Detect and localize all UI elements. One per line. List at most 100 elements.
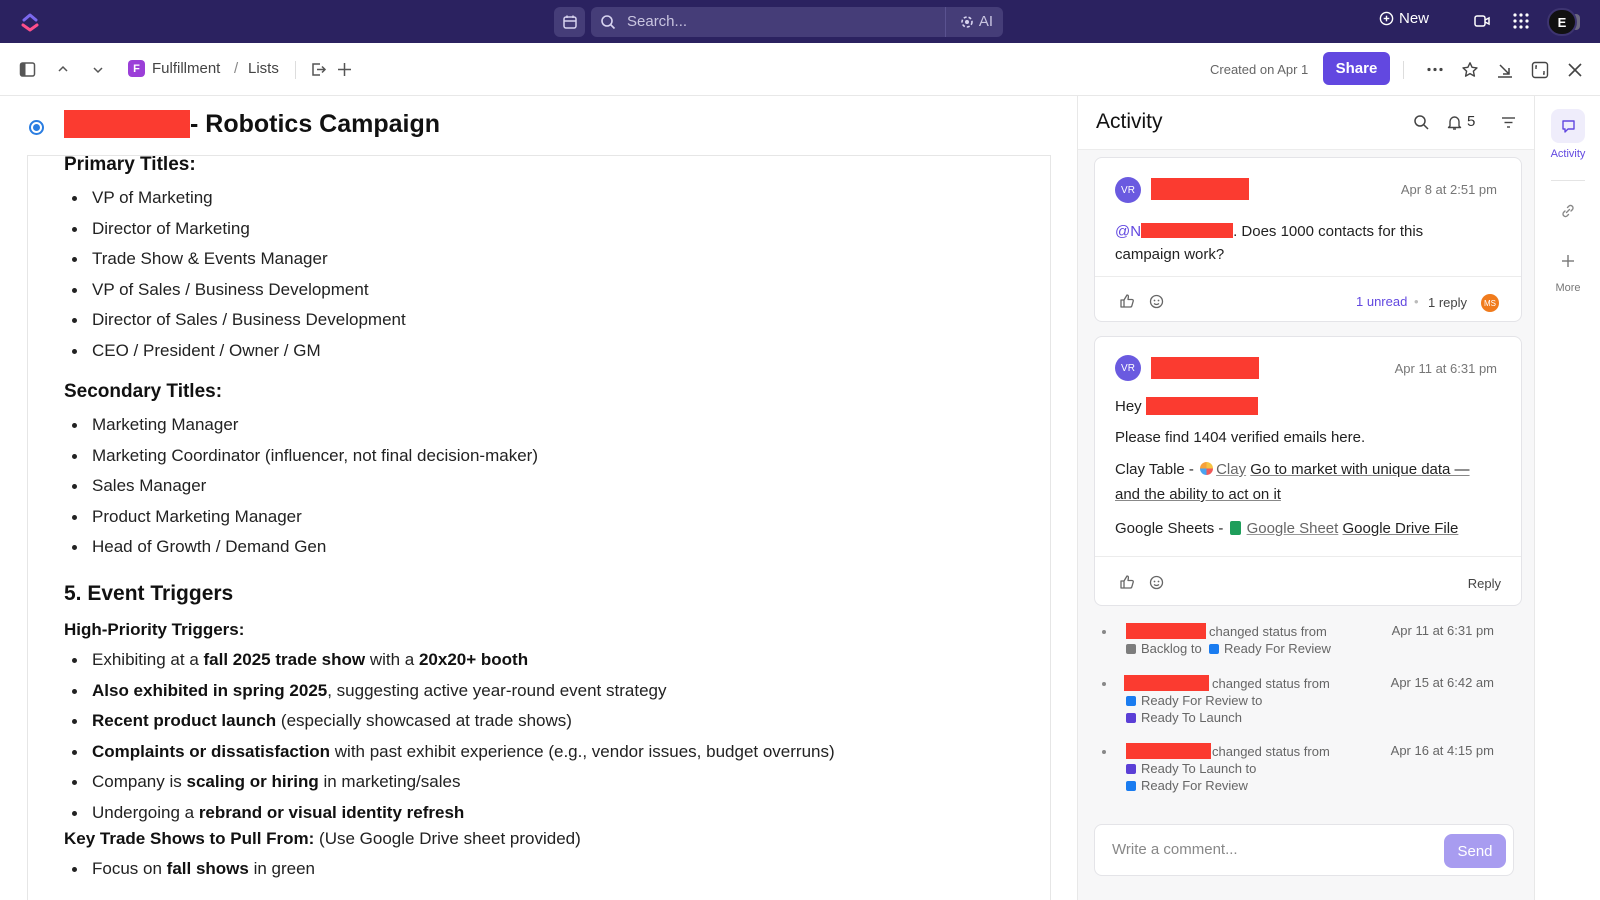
breadcrumb-space[interactable]: Fulfillment bbox=[152, 60, 221, 77]
breadcrumb-list[interactable]: Lists bbox=[248, 60, 279, 77]
add-icon[interactable] bbox=[336, 61, 353, 78]
task-title[interactable]: - Robotics Campaign bbox=[190, 110, 441, 138]
list-item: Focus on fall shows in green bbox=[64, 858, 315, 889]
plus-circle-icon bbox=[1379, 11, 1394, 26]
avatar[interactable]: VR bbox=[1115, 355, 1141, 381]
rail-more-label[interactable]: More bbox=[1555, 282, 1581, 294]
search-icon bbox=[601, 15, 616, 30]
sidebar-toggle-icon[interactable] bbox=[19, 61, 36, 78]
list-item: Trade Show & Events Manager bbox=[64, 248, 406, 279]
comment-bubble-icon bbox=[1561, 119, 1575, 133]
add-reaction-icon[interactable] bbox=[1149, 574, 1165, 590]
task-status-toggle[interactable] bbox=[29, 120, 44, 135]
redacted-mention bbox=[1141, 223, 1234, 238]
log-bullet bbox=[1102, 750, 1106, 754]
add-reaction-icon[interactable] bbox=[1149, 293, 1165, 309]
apps-grid-icon[interactable] bbox=[1512, 12, 1530, 30]
avatar[interactable]: VR bbox=[1115, 177, 1141, 203]
log-time: Apr 11 at 6:31 pm bbox=[1391, 623, 1494, 638]
dot-separator: • bbox=[1414, 294, 1419, 309]
activity-tab-button[interactable] bbox=[1551, 109, 1585, 143]
divider bbox=[1403, 61, 1404, 79]
clay-link-cont[interactable]: and the ability to act on it bbox=[1115, 486, 1281, 503]
status-swatch bbox=[1126, 696, 1136, 706]
expand-icon[interactable] bbox=[1531, 61, 1549, 79]
focus-list: Focus on fall shows in green bbox=[64, 858, 315, 889]
key-trade-shows-line: Key Trade Shows to Pull From: (Use Googl… bbox=[64, 829, 581, 848]
comment-time: Apr 8 at 2:51 pm bbox=[1400, 182, 1497, 197]
comment-time: Apr 11 at 6:31 pm bbox=[1394, 361, 1497, 376]
divider bbox=[295, 61, 296, 79]
reply-count[interactable]: 1 reply bbox=[1428, 295, 1468, 310]
thumbs-up-icon[interactable] bbox=[1119, 574, 1135, 590]
mention[interactable]: @N bbox=[1115, 223, 1142, 240]
move-task-icon[interactable] bbox=[310, 61, 327, 78]
comment-text: @N. Does 1000 contacts for this campaign… bbox=[1115, 223, 1424, 263]
calendar-button[interactable] bbox=[554, 7, 585, 37]
log-to-status: Ready To Launch bbox=[1126, 710, 1242, 725]
triggers-list: Exhibiting at a fall 2025 trade show wit… bbox=[64, 649, 835, 832]
calendar-icon bbox=[562, 15, 577, 29]
log-time: Apr 15 at 6:42 am bbox=[1390, 675, 1494, 690]
log-action: changed status from bbox=[1212, 744, 1330, 759]
status-swatch bbox=[1126, 781, 1136, 791]
divider bbox=[1551, 180, 1585, 181]
clay-link-line: Clay Table - Clay Go to market with uniq… bbox=[1115, 461, 1470, 503]
minimize-icon[interactable] bbox=[1496, 61, 1514, 79]
chevron-down-icon[interactable] bbox=[91, 61, 105, 78]
thumbs-up-icon[interactable] bbox=[1119, 293, 1135, 309]
redacted-mention bbox=[1145, 397, 1258, 415]
comment-text: Please find 1404 verified emails here. bbox=[1115, 429, 1366, 446]
filter-icon[interactable] bbox=[1500, 114, 1517, 131]
clay-icon bbox=[1200, 462, 1214, 475]
search-bar[interactable]: Search... AI bbox=[591, 7, 1003, 37]
redacted-author bbox=[1151, 178, 1249, 200]
activity-title: Activity bbox=[1096, 110, 1163, 133]
clay-app-link[interactable]: Clay bbox=[1216, 461, 1247, 478]
reply-button[interactable]: Reply bbox=[1467, 576, 1501, 591]
chevron-up-icon[interactable] bbox=[56, 61, 70, 78]
close-icon[interactable] bbox=[1566, 61, 1584, 79]
list-item: Also exhibited in spring 2025, suggestin… bbox=[64, 680, 835, 711]
primary-titles-heading: Primary Titles: bbox=[64, 154, 196, 175]
unread-indicator[interactable]: 1 unread bbox=[1356, 294, 1408, 309]
search-icon[interactable] bbox=[1413, 114, 1430, 131]
video-record-icon[interactable] bbox=[1473, 12, 1491, 30]
more-options-icon[interactable] bbox=[1426, 61, 1444, 78]
bell-icon[interactable] bbox=[1446, 114, 1463, 131]
high-priority-heading: High-Priority Triggers: bbox=[64, 620, 245, 639]
ai-label: AI bbox=[978, 13, 993, 30]
comment-input[interactable]: Write a comment... Send bbox=[1094, 824, 1514, 876]
space-badge[interactable]: F bbox=[128, 60, 145, 77]
list-item: Exhibiting at a fall 2025 trade show wit… bbox=[64, 649, 835, 680]
plus-icon[interactable] bbox=[1560, 253, 1576, 269]
event-triggers-heading: 5. Event Triggers bbox=[64, 582, 234, 605]
created-date: Created on Apr 1 bbox=[1210, 62, 1309, 77]
user-avatar[interactable]: E bbox=[1547, 8, 1577, 36]
description-frame bbox=[27, 155, 1051, 900]
sheets-app-link[interactable]: Google Sheet bbox=[1246, 520, 1339, 537]
send-button[interactable]: Send bbox=[1444, 834, 1506, 868]
star-icon[interactable] bbox=[1461, 61, 1479, 79]
log-to-status: Ready For Review bbox=[1209, 641, 1331, 656]
log-bullet bbox=[1102, 630, 1106, 634]
clickup-logo-icon[interactable] bbox=[19, 11, 41, 33]
clay-link[interactable]: Go to market with unique data — bbox=[1250, 461, 1470, 478]
new-button[interactable]: New bbox=[1379, 10, 1429, 27]
rail-activity-label[interactable]: Activity bbox=[1550, 148, 1586, 160]
list-item: Complaints or dissatisfaction with past … bbox=[64, 741, 835, 772]
sheets-link-line: Google Sheets - Google Sheet Google Driv… bbox=[1115, 520, 1459, 537]
share-button[interactable]: Share bbox=[1323, 52, 1390, 85]
list-item: Marketing Manager bbox=[64, 414, 538, 445]
list-item: Head of Growth / Demand Gen bbox=[64, 536, 538, 567]
sheets-link[interactable]: Google Drive File bbox=[1342, 520, 1459, 537]
comment-card: VR Apr 8 at 2:51 pm @N. Does 1000 contac… bbox=[1094, 157, 1522, 322]
task-document: - Robotics Campaign Primary Titles: VP o… bbox=[0, 96, 1077, 900]
activity-panel: Activity 5 VR Apr 8 at 2:51 pm @N. Does … bbox=[1077, 96, 1534, 900]
secondary-titles-heading: Secondary Titles: bbox=[64, 381, 223, 402]
link-icon[interactable] bbox=[1560, 203, 1576, 219]
ai-button[interactable]: AI bbox=[959, 13, 993, 30]
search-divider bbox=[945, 7, 946, 37]
reply-avatar: MS bbox=[1481, 294, 1499, 312]
primary-titles-list: VP of Marketing Director of Marketing Tr… bbox=[64, 187, 406, 370]
